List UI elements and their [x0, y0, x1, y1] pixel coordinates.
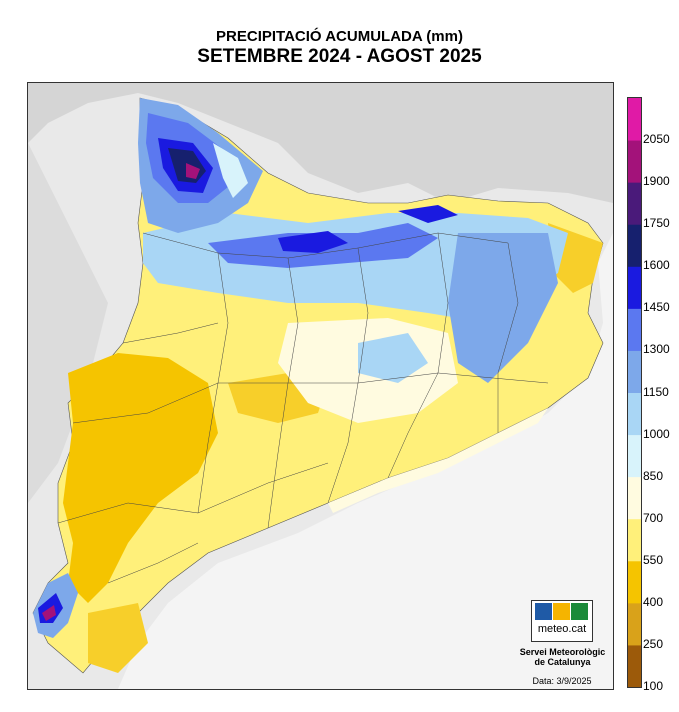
legend-color-scale	[628, 98, 641, 687]
snow-highlands	[213, 143, 248, 198]
legend-tick-label: 1150	[643, 384, 669, 399]
legend-color-band	[628, 182, 641, 225]
legend-color-band	[628, 434, 641, 478]
legend-tick-label: 1750	[643, 216, 670, 231]
legend-tick-label: 550	[643, 552, 664, 567]
issue-date: Data: 3/9/2025	[532, 676, 592, 686]
legend-tick-label: 250	[643, 636, 664, 651]
map-title: PRECIPITACIÓ ACUMULADA (mm)	[216, 28, 463, 45]
legend-color-band	[628, 350, 641, 393]
comarca-borders	[57, 232, 549, 584]
legend-color-band	[628, 560, 641, 604]
legend-tick-label: 1900	[643, 174, 670, 189]
legend-tick-label: 700	[643, 510, 664, 525]
legend-color-band	[628, 266, 641, 309]
legend-colorbar	[627, 97, 642, 688]
legend-tick-label: 1450	[643, 300, 670, 315]
logo-sun-icon	[553, 603, 570, 620]
wet-zone-cadi-peak	[278, 231, 348, 253]
legend-tick-label: 1300	[643, 342, 670, 357]
wet-zone-garrotxa	[448, 233, 558, 383]
legend-tick-label: 1600	[643, 258, 670, 273]
legend-color-band	[628, 644, 641, 687]
legend-color-band	[628, 602, 641, 646]
dry-zone-west	[63, 353, 218, 603]
dry-zone-south	[88, 603, 148, 673]
wet-zone-eastern-pyrenees	[398, 205, 458, 223]
logo-text: meteo.cat	[537, 623, 587, 635]
coastal-band	[328, 408, 548, 513]
service-credit-line2: de Catalunya	[534, 657, 591, 667]
legend-color-band	[628, 224, 641, 267]
map-subtitle: SETEMBRE 2024 - AGOST 2025	[197, 46, 482, 67]
legend-color-band	[628, 476, 641, 520]
meteocat-logo: meteo.cat	[531, 600, 593, 642]
legend-color-band	[628, 392, 641, 436]
wet-zone-montseny	[358, 333, 428, 383]
legend-color-band	[628, 140, 641, 183]
legend-tick-label: 850	[643, 468, 664, 483]
precipitation-map	[27, 82, 614, 690]
sea-area	[118, 233, 613, 689]
legend-tick-label: 400	[643, 594, 664, 609]
legend-color-band	[628, 518, 641, 562]
pyrenees-relief	[28, 83, 613, 203]
service-credit-line1: Servei Meteorològic	[519, 647, 606, 657]
service-credit: Servei Meteorològic de Catalunya	[500, 647, 625, 667]
legend-color-band	[628, 98, 641, 141]
map-canvas	[28, 83, 613, 689]
wet-zone-aran-peak	[186, 163, 200, 179]
legend-color-band	[628, 308, 641, 351]
logo-map-icon	[571, 603, 588, 620]
aragon-relief	[28, 143, 108, 503]
logo-lines-icon	[535, 603, 552, 620]
legend-tick-label: 2050	[643, 132, 670, 147]
legend-tick-label: 100	[643, 679, 664, 693]
wet-zone-ports-peak	[42, 605, 56, 621]
legend-tick-label: 1000	[643, 426, 670, 441]
